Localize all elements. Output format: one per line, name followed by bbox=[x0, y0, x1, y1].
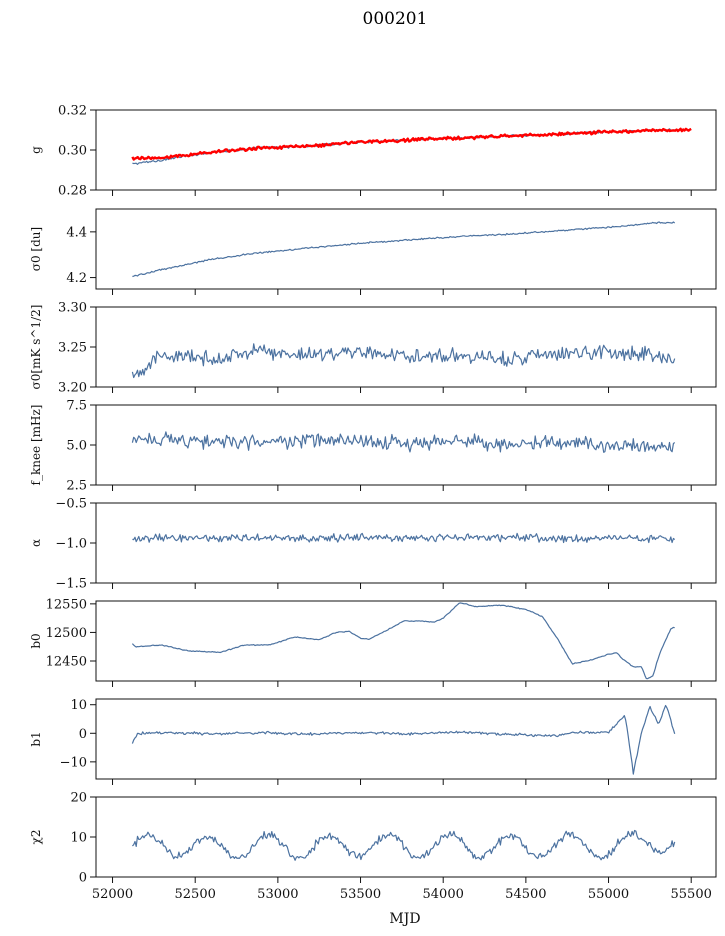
x-tick-label: 52000 bbox=[92, 887, 133, 902]
series-line-b0 bbox=[131, 602, 675, 680]
axes-frame-sigma0_mk bbox=[95, 306, 717, 388]
y-tick-label: 3.25 bbox=[58, 341, 87, 356]
y-tick-label: 0.28 bbox=[58, 184, 87, 199]
y-tick-label: 12500 bbox=[46, 626, 87, 641]
y-tick-label: 4.4 bbox=[66, 225, 87, 240]
y-tick-label: 10 bbox=[70, 831, 87, 846]
x-tick-label: 55500 bbox=[671, 887, 712, 902]
y-tick-label: 4.2 bbox=[66, 271, 87, 286]
y-tick-label: 0 bbox=[79, 727, 87, 742]
series-line-alpha bbox=[132, 532, 676, 544]
series-line-fknee bbox=[131, 431, 676, 453]
y-axis-label-fknee: f_knee [mHz] bbox=[29, 405, 43, 486]
y-axis-label-sigma0_du: σ0 [du] bbox=[29, 227, 43, 271]
y-tick-label: 0 bbox=[79, 871, 87, 886]
axes-frame-b0 bbox=[95, 600, 717, 682]
panel-g: 0.28 0.30 0.32 g bbox=[29, 104, 717, 199]
panel-alpha: −1.5 −1.0 −0.5 α bbox=[29, 497, 717, 592]
y-tick-label: 0.32 bbox=[58, 104, 87, 119]
series-line-g-fit bbox=[131, 127, 692, 161]
y-axis-label-sigma0_mk: σ0[mK s^1/2] bbox=[29, 305, 43, 390]
x-axis-label: MJD bbox=[389, 911, 420, 927]
series-line-chi2 bbox=[131, 829, 676, 861]
x-tick-label: 55000 bbox=[588, 887, 629, 902]
y-tick-label: 2.5 bbox=[66, 479, 87, 494]
y-tick-label: 10 bbox=[70, 698, 87, 713]
y-tick-label: −1.0 bbox=[55, 537, 87, 552]
x-tick-label: 53000 bbox=[257, 887, 298, 902]
panel-b1: −10 0 10 b1 bbox=[29, 698, 717, 785]
figure-title: 000201 bbox=[363, 9, 428, 29]
y-tick-label: 0.30 bbox=[58, 144, 87, 159]
axes-frame-g bbox=[95, 109, 717, 191]
series-line-sigma0_du bbox=[132, 221, 676, 278]
y-axis-label-g: g bbox=[29, 146, 43, 154]
axes-frame-b1 bbox=[95, 698, 717, 780]
x-tick-label: 54500 bbox=[505, 887, 546, 902]
y-tick-label: 3.30 bbox=[58, 301, 87, 316]
panel-chi2: 0 10 20 52000 52500 53000 53500 54000 54500 55000… bbox=[29, 791, 717, 902]
panel-b0: 12450 12500 12550 b0 bbox=[29, 597, 717, 687]
y-tick-label: 20 bbox=[70, 791, 87, 806]
panel-fknee: 2.5 5.0 7.5 f_knee [mHz] bbox=[29, 399, 717, 494]
y-axis-label-b1: b1 bbox=[29, 731, 43, 746]
y-tick-label: 7.5 bbox=[66, 399, 87, 414]
x-tick-label: 53500 bbox=[340, 887, 381, 902]
y-axis-label-b0: b0 bbox=[29, 633, 43, 648]
panels: 0.28 0.30 0.32 g 4.2 4.4 σ0 [du] 3.20 3.25 3.30 σ0… bbox=[29, 104, 717, 902]
panel-sigma0_mk: 3.20 3.25 3.30 σ0[mK s^1/2] bbox=[29, 301, 717, 396]
x-tick-label: 52500 bbox=[175, 887, 216, 902]
panel-sigma0_du: 4.2 4.4 σ0 [du] bbox=[29, 208, 717, 295]
y-axis-label-alpha: α bbox=[29, 539, 43, 547]
axes-frame-sigma0_du bbox=[95, 208, 717, 290]
y-tick-label: 12550 bbox=[46, 597, 87, 612]
series-line-b1 bbox=[131, 704, 676, 775]
series-line-sigma0_mk bbox=[131, 343, 676, 379]
y-axis-label-chi2: χ2 bbox=[29, 830, 43, 845]
x-tick-label: 54000 bbox=[423, 887, 464, 902]
y-tick-label: −0.5 bbox=[55, 497, 87, 512]
y-tick-label: 3.20 bbox=[58, 381, 87, 396]
y-tick-label: 5.0 bbox=[66, 439, 87, 454]
axes-frame-alpha bbox=[95, 502, 717, 584]
axes-frame-chi2 bbox=[95, 796, 717, 878]
y-tick-label: −10 bbox=[60, 755, 87, 770]
y-tick-label: −1.5 bbox=[55, 577, 87, 592]
y-tick-label: 12450 bbox=[46, 655, 87, 670]
